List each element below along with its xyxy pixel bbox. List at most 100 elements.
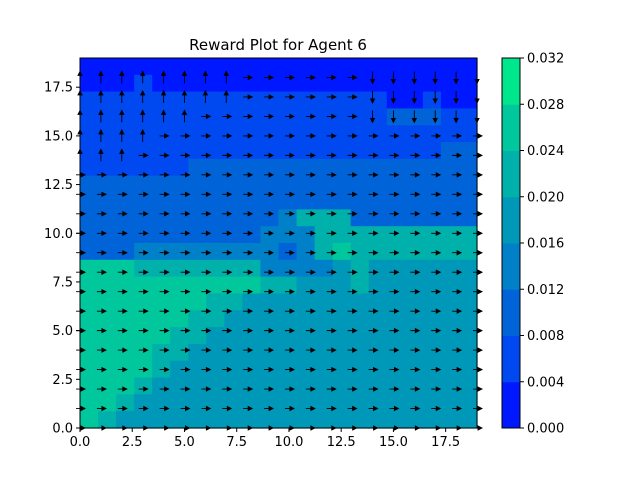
quiver-arrow — [222, 113, 233, 120]
quiver-arrow — [138, 250, 149, 256]
quiver-arrow — [222, 172, 233, 178]
contour-cell — [80, 58, 99, 76]
quiver-arrow — [243, 133, 254, 139]
contour-cell — [458, 310, 478, 328]
quiver-arrow — [326, 366, 337, 373]
contour-cell — [314, 142, 334, 160]
quiver-arrow — [410, 288, 421, 295]
quiver-arrow — [305, 152, 316, 159]
contour-cell — [458, 394, 478, 412]
contour-cell — [260, 327, 280, 345]
contour-cell — [368, 142, 388, 160]
contour-cell — [206, 74, 225, 93]
contour-cell — [386, 192, 406, 210]
contour-cell — [278, 58, 298, 76]
contour-cell — [332, 125, 352, 143]
contour-cell — [134, 192, 153, 210]
contour-cell — [278, 192, 298, 210]
quiver-arrow — [431, 269, 442, 275]
contour-cell — [332, 58, 352, 76]
quiver-arrow — [98, 128, 104, 142]
quiver-arrow — [201, 405, 212, 412]
contour-cell — [260, 411, 280, 429]
contour-cell — [458, 327, 478, 345]
colorbar-band — [502, 58, 520, 105]
contour-cell — [368, 411, 388, 429]
contour-cell — [116, 377, 135, 395]
contour-cell — [278, 125, 298, 143]
quiver-arrow — [411, 90, 418, 104]
quiver-arrow — [390, 90, 397, 104]
contour-cell — [332, 293, 352, 311]
quiver-arrow — [181, 70, 188, 84]
quiver-arrow — [368, 327, 379, 334]
contour-cell — [188, 327, 207, 345]
quiver-arrow — [222, 366, 233, 373]
quiver-arrow — [264, 250, 275, 256]
quiver-arrow — [160, 89, 167, 103]
contour-cell — [134, 58, 153, 76]
quiver-arrow — [326, 211, 337, 217]
contour-cell — [134, 377, 153, 395]
contour-cell — [404, 293, 424, 311]
quiver-arrow — [326, 288, 337, 295]
contour-cell — [152, 259, 171, 278]
quiver-arrow — [326, 113, 337, 120]
quiver-arrow — [411, 71, 418, 85]
quiver-arrow — [452, 366, 463, 373]
contour-cell — [188, 243, 207, 261]
quiver-arrow — [452, 211, 463, 217]
contour-cell — [440, 226, 460, 244]
contour-cell — [188, 276, 207, 295]
quiver-arrow — [347, 386, 358, 392]
quiver-arrow — [284, 172, 295, 178]
quiver-arrow — [326, 230, 337, 236]
quiver-arrow — [368, 288, 379, 295]
contour-cell — [296, 377, 316, 395]
contour-cell — [422, 377, 442, 395]
contour-cell — [80, 192, 99, 210]
quiver-arrow — [431, 366, 442, 373]
contour-cell — [368, 192, 388, 210]
contour-cell — [170, 108, 189, 126]
quiver-arrow — [326, 269, 337, 275]
contour-cell — [386, 411, 406, 429]
quiver-arrow — [243, 191, 254, 198]
contour-cell — [440, 175, 460, 194]
contour-cell — [80, 343, 99, 362]
quiver-arrow — [117, 327, 128, 334]
quiver-arrow — [369, 71, 376, 85]
contour-cell — [296, 226, 316, 244]
contour-cell — [152, 158, 171, 177]
contour-cell — [206, 142, 225, 160]
contour-cell — [224, 226, 244, 244]
contour-cell — [440, 58, 460, 76]
quiver-arrow — [284, 74, 295, 81]
quiver-arrow — [243, 386, 254, 392]
quiver-arrow — [264, 347, 275, 353]
contour-cell — [242, 158, 262, 177]
contour-cell — [458, 175, 478, 194]
quiver-arrow — [305, 113, 316, 120]
quiver-arrow — [326, 250, 337, 256]
quiver-arrow — [117, 386, 128, 392]
quiver-arrow — [201, 230, 212, 236]
quiver-arrow — [180, 133, 191, 139]
quiver-arrow — [201, 288, 212, 295]
contour-cell — [314, 125, 334, 143]
quiver-arrow — [453, 90, 459, 104]
quiver-arrow — [347, 152, 358, 159]
contour-cell — [332, 377, 352, 395]
contour-cell — [224, 276, 244, 295]
quiver-arrow — [347, 269, 358, 275]
contour-cell — [332, 259, 352, 278]
quiver-arrow — [222, 347, 233, 353]
contour-cell — [458, 209, 478, 227]
contour-cell — [188, 411, 207, 429]
quiver-arrow — [347, 74, 358, 81]
contour-cell — [224, 91, 244, 110]
contour-cell — [350, 343, 370, 362]
quiver-arrow — [222, 269, 233, 275]
quiver-arrow — [180, 347, 191, 353]
contour-cell — [332, 158, 352, 177]
